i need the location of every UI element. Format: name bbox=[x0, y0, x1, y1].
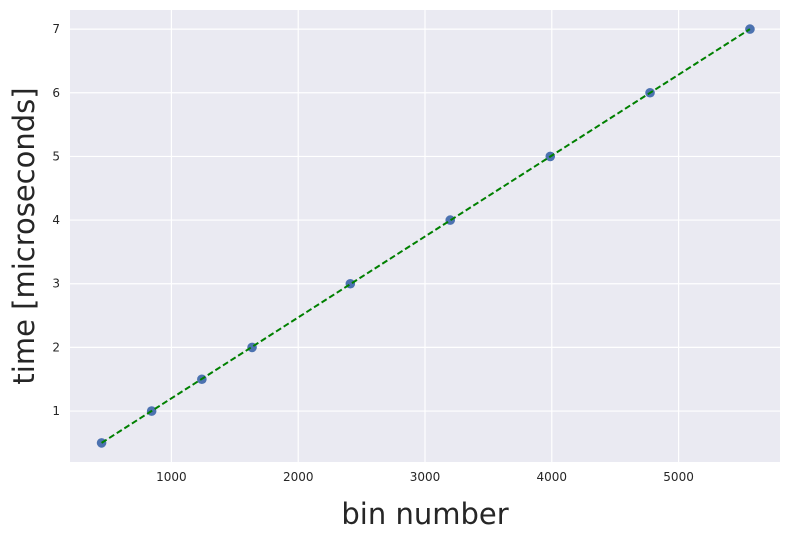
y-tick-label: 5 bbox=[52, 149, 60, 163]
fit-line-layer bbox=[101, 28, 751, 444]
y-axis-label: time [microseconds] bbox=[7, 87, 41, 384]
y-tick-label: 2 bbox=[52, 340, 60, 354]
x-tick-label: 5000 bbox=[663, 470, 694, 484]
x-tick-label: 3000 bbox=[410, 470, 441, 484]
x-axis-ticks: 1000 2000 3000 4000 5000 bbox=[156, 470, 694, 484]
y-tick-label: 7 bbox=[52, 22, 60, 36]
x-tick-label: 4000 bbox=[537, 470, 568, 484]
x-axis-label: bin number bbox=[341, 497, 508, 531]
data-point bbox=[745, 24, 755, 34]
y-tick-label: 6 bbox=[52, 86, 60, 100]
x-tick-label: 1000 bbox=[156, 470, 187, 484]
fit-line bbox=[101, 28, 751, 444]
y-tick-label: 3 bbox=[52, 277, 60, 291]
y-axis-ticks: 1 2 3 4 5 6 7 bbox=[52, 22, 60, 418]
data-point bbox=[96, 438, 107, 448]
x-tick-label: 2000 bbox=[283, 470, 314, 484]
y-tick-label: 4 bbox=[52, 213, 60, 227]
y-tick-label: 1 bbox=[52, 404, 60, 418]
